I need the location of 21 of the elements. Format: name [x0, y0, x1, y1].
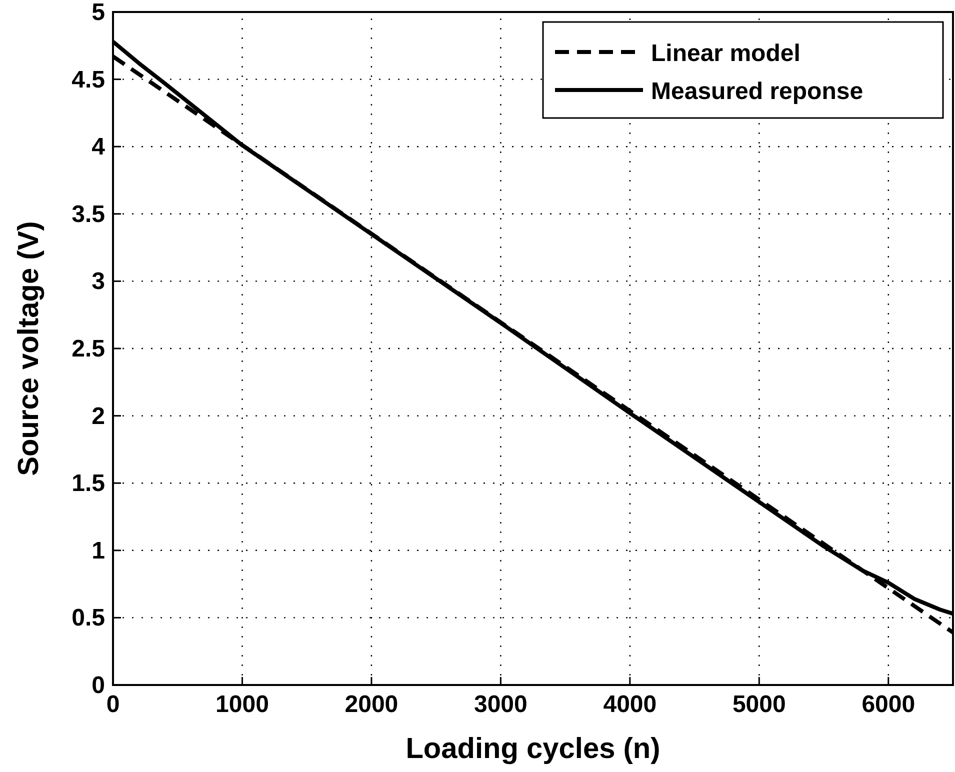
y-tick-label: 1	[92, 537, 105, 564]
x-tick-label: 1000	[216, 691, 269, 718]
x-tick-label: 5000	[732, 691, 786, 718]
x-tick-label: 6000	[862, 691, 916, 718]
y-tick-label: 4.5	[72, 66, 105, 94]
y-tick-label: 3.5	[72, 200, 105, 228]
legend-label: Linear model	[651, 40, 800, 67]
y-tick-label: 1.5	[72, 470, 105, 498]
x-tick-label: 4000	[603, 691, 657, 718]
y-tick-label: 2	[92, 402, 105, 430]
y-tick-label: 0	[92, 672, 105, 699]
legend-label: Measured reponse	[651, 78, 864, 105]
y-tick-label: 0.5	[72, 604, 105, 632]
y-axis-title: Source voltage (V)	[13, 221, 45, 476]
x-axis-title: Loading cycles (n)	[406, 733, 660, 765]
x-tick-label: 3000	[474, 691, 528, 718]
y-tick-label: 4	[92, 134, 106, 161]
x-tick-label: 2000	[344, 691, 398, 718]
y-tick-label: 3	[92, 268, 105, 296]
y-tick-label: 5	[92, 0, 105, 26]
y-tick-label: 2.5	[72, 336, 105, 362]
